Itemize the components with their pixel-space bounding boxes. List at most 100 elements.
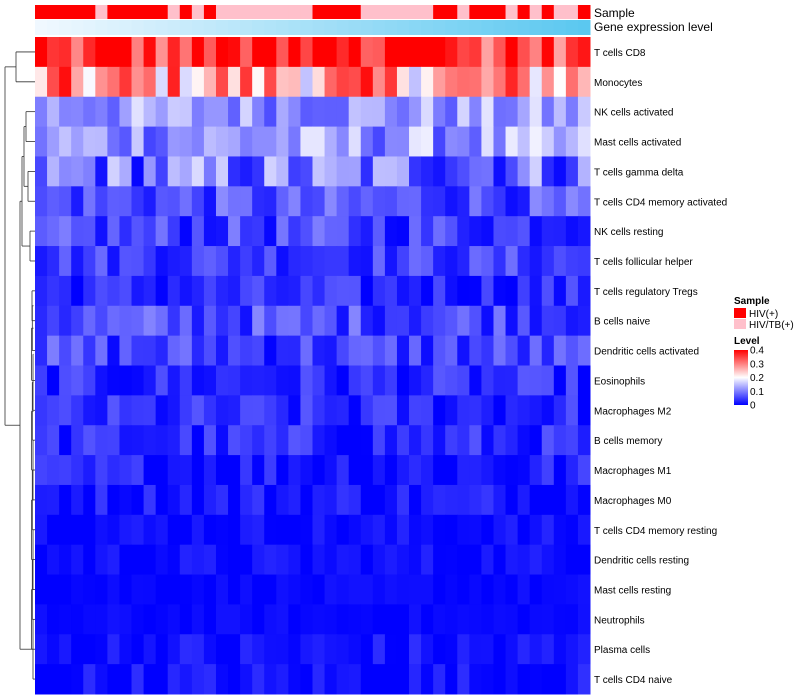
heatmap-cell bbox=[240, 246, 253, 277]
heatmap-cell bbox=[228, 604, 241, 635]
heatmap-cell bbox=[577, 395, 591, 426]
heatmap-cell bbox=[107, 335, 120, 366]
expression-cell bbox=[252, 20, 265, 35]
heatmap-cell bbox=[577, 186, 591, 217]
heatmap-cell bbox=[264, 335, 277, 366]
heatmap-cell bbox=[409, 66, 422, 98]
row-label: T cells CD4 naive bbox=[594, 675, 673, 686]
heatmap-cell bbox=[384, 186, 398, 217]
heatmap-cell bbox=[107, 186, 120, 217]
heatmap-cell bbox=[300, 126, 313, 157]
heatmap-cell bbox=[167, 365, 181, 396]
heatmap-cell bbox=[228, 246, 241, 277]
heatmap-cell bbox=[143, 66, 157, 98]
heatmap-cell bbox=[300, 186, 313, 217]
heatmap-cell bbox=[143, 216, 157, 247]
heatmap-cell bbox=[421, 186, 434, 217]
heatmap-cell bbox=[493, 634, 507, 665]
heatmap-cell bbox=[252, 37, 265, 68]
heatmap-cell bbox=[155, 246, 169, 277]
heatmap-cell bbox=[565, 37, 579, 68]
heatmap-cell bbox=[131, 246, 145, 277]
heatmap-cell bbox=[119, 574, 133, 605]
heatmap-cell bbox=[372, 246, 386, 277]
heatmap-cell bbox=[517, 246, 531, 277]
heatmap-cell bbox=[553, 425, 567, 456]
heatmap-cell bbox=[421, 216, 434, 247]
heatmap-cell bbox=[59, 96, 72, 128]
expression-cell bbox=[47, 20, 60, 35]
heatmap-cell bbox=[324, 66, 338, 98]
heatmap-cell bbox=[191, 455, 205, 486]
expression-cell bbox=[445, 20, 458, 35]
heatmap-cell bbox=[300, 66, 313, 98]
heatmap-cell bbox=[336, 305, 350, 337]
heatmap-cell bbox=[107, 664, 120, 695]
heatmap-cell bbox=[577, 96, 591, 128]
heatmap-cell bbox=[288, 37, 301, 68]
heatmap-cell bbox=[264, 66, 277, 98]
sample-cell bbox=[493, 5, 507, 19]
heatmap-cell bbox=[119, 395, 133, 426]
heatmap-cell bbox=[433, 574, 446, 605]
heatmap-cell bbox=[457, 246, 470, 277]
heatmap-cells bbox=[35, 37, 591, 695]
heatmap-cell bbox=[348, 275, 362, 307]
expression-cell bbox=[300, 20, 313, 35]
heatmap-cell bbox=[372, 126, 386, 157]
heatmap-cell bbox=[493, 664, 507, 695]
expression-cell bbox=[215, 20, 229, 35]
heatmap-cell bbox=[95, 126, 108, 157]
heatmap-cell bbox=[83, 216, 96, 247]
heatmap-cell bbox=[577, 544, 591, 576]
heatmap-cell bbox=[433, 544, 446, 576]
heatmap-cell bbox=[372, 305, 386, 337]
sample-cell bbox=[312, 5, 326, 19]
sample-cell bbox=[107, 5, 120, 19]
heatmap-cell bbox=[59, 216, 72, 247]
heatmap-cell bbox=[215, 484, 229, 516]
heatmap-cell bbox=[481, 365, 494, 396]
heatmap-cell bbox=[493, 604, 507, 635]
heatmap-cell bbox=[505, 66, 519, 98]
heatmap-cell bbox=[529, 275, 543, 307]
heatmap-cell bbox=[360, 455, 374, 486]
heatmap-cell bbox=[565, 664, 579, 695]
heatmap-cell bbox=[469, 156, 482, 187]
heatmap-cell bbox=[517, 96, 531, 128]
expression-cell bbox=[469, 20, 482, 35]
heatmap-cell bbox=[300, 604, 313, 635]
expression-cell bbox=[276, 20, 289, 35]
heatmap-cell bbox=[336, 484, 350, 516]
heatmap-cell bbox=[324, 395, 338, 426]
heatmap-cell bbox=[565, 395, 579, 426]
heatmap-cell bbox=[421, 664, 434, 695]
heatmap-cell bbox=[505, 216, 519, 247]
heatmap-cell bbox=[469, 335, 482, 366]
heatmap-cell bbox=[433, 604, 446, 635]
heatmap-cell bbox=[396, 574, 410, 605]
heatmap-cell bbox=[83, 335, 96, 366]
expression-cell bbox=[577, 20, 591, 35]
heatmap-cell bbox=[155, 66, 169, 98]
heatmap-cell bbox=[541, 66, 555, 98]
heatmap-cell bbox=[35, 455, 48, 486]
heatmap-cell bbox=[288, 216, 301, 247]
heatmap-cell bbox=[47, 455, 60, 486]
heatmap-cell bbox=[372, 186, 386, 217]
heatmap-cell bbox=[252, 544, 265, 576]
row-label: Macrophages M2 bbox=[594, 406, 672, 417]
expression-cell bbox=[107, 20, 120, 35]
heatmap-cell bbox=[457, 156, 470, 187]
heatmap-cell bbox=[203, 484, 217, 516]
heatmap-cell bbox=[276, 425, 289, 456]
expression-cell bbox=[179, 20, 193, 35]
heatmap-cell bbox=[252, 455, 265, 486]
heatmap-cell bbox=[517, 455, 531, 486]
heatmap-cell bbox=[107, 395, 120, 426]
heatmap-cell bbox=[95, 634, 108, 665]
heatmap-cell bbox=[565, 574, 579, 605]
heatmap-cell bbox=[517, 425, 531, 456]
heatmap-cell bbox=[264, 425, 277, 456]
heatmap-cell bbox=[565, 156, 579, 187]
